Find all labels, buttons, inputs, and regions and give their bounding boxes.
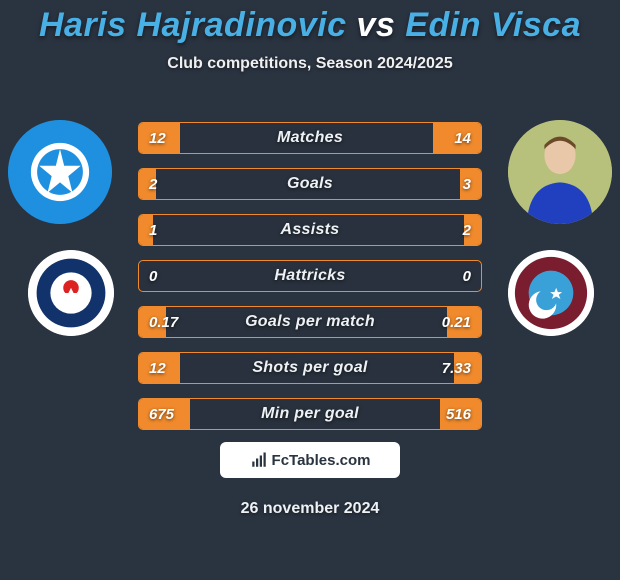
stat-row: Goals2 3 — [138, 168, 482, 200]
stat-value-left: 0 — [149, 268, 157, 285]
stat-row: Min per goal675 516 — [138, 398, 482, 430]
stat-label: Goals per match — [139, 313, 481, 331]
stat-value-right: 0 — [463, 268, 471, 285]
player2-photo — [508, 120, 612, 224]
stats-chart: Matches1214Goals23Assists12Hattricks00Go… — [138, 122, 482, 444]
stat-label: Assists — [139, 221, 481, 239]
stat-value-left: 1 — [149, 222, 157, 239]
comparison-title: Haris Hajradinovic vs Edin Visca — [0, 0, 620, 45]
stat-value-left: 12 — [149, 130, 166, 147]
stat-label: Matches — [139, 129, 481, 147]
stat-row: Hattricks0 0 — [138, 260, 482, 292]
stat-label: Goals — [139, 175, 481, 193]
stat-value-left: 0.17 — [149, 314, 178, 331]
stat-row: Assists1 2 — [138, 214, 482, 246]
player2-name: Edin Visca — [405, 6, 581, 44]
stat-label: Min per goal — [139, 405, 481, 423]
player1-photo — [8, 120, 112, 224]
stat-row: Matches12 14 — [138, 122, 482, 154]
club2-logo — [508, 250, 594, 336]
date-label: 26 november 2024 — [0, 500, 620, 518]
stat-value-left: 675 — [149, 406, 174, 423]
vs-label: vs — [357, 6, 396, 44]
player2-photo-icon — [508, 120, 612, 224]
stat-value-right: 0.21 — [442, 314, 471, 331]
stat-label: Hattricks — [139, 267, 481, 285]
stat-value-right: 516 — [446, 406, 471, 423]
player1-photo-icon — [8, 120, 112, 224]
stat-value-right: 14 — [454, 130, 471, 147]
stat-row: Shots per goal12 7.33 — [138, 352, 482, 384]
stat-row: Goals per match0.17 0.21 — [138, 306, 482, 338]
site-name: FcTables.com — [272, 452, 371, 469]
stat-value-right: 3 — [463, 176, 471, 193]
site-badge: FcTables.com — [220, 442, 400, 478]
subtitle: Club competitions, Season 2024/2025 — [0, 55, 620, 73]
stat-value-left: 12 — [149, 360, 166, 377]
stat-label: Shots per goal — [139, 359, 481, 377]
stat-value-left: 2 — [149, 176, 157, 193]
chart-icon — [250, 451, 268, 469]
stat-value-right: 2 — [463, 222, 471, 239]
club1-logo-icon — [28, 250, 114, 336]
club2-logo-icon — [508, 250, 594, 336]
club1-logo — [28, 250, 114, 336]
stat-value-right: 7.33 — [442, 360, 471, 377]
player1-name: Haris Hajradinovic — [39, 6, 347, 44]
